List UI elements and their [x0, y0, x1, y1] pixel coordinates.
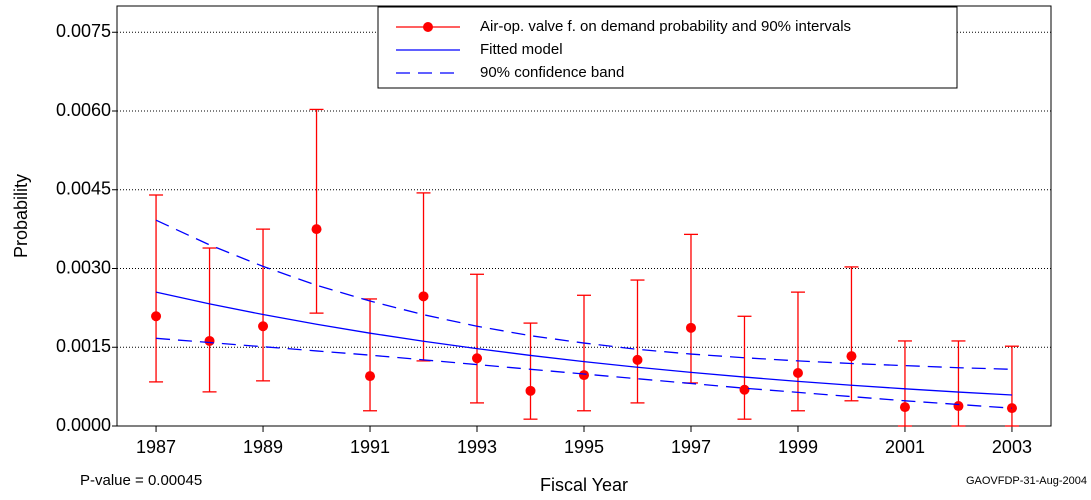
point [418, 291, 429, 302]
point [792, 367, 803, 378]
x-axis-label: Fiscal Year [540, 475, 628, 495]
point [953, 401, 964, 412]
point [899, 402, 910, 413]
p-value-note: P-value = 0.00045 [80, 472, 202, 489]
point [525, 385, 536, 396]
y-tick-label: 0.0000 [56, 415, 111, 435]
legend-label: Air-op. valve f. on demand probability a… [480, 18, 851, 35]
point [632, 354, 643, 365]
point [579, 370, 589, 381]
plot-frame [116, 5, 1052, 427]
y-tick-label: 0.0060 [56, 100, 111, 120]
point [472, 353, 483, 364]
x-tick-label: 2003 [992, 437, 1032, 457]
x-tick-label: 1987 [136, 437, 176, 457]
x-tick-label: 1999 [778, 437, 818, 457]
y-tick-label: 0.0045 [56, 179, 111, 199]
legend-marker [423, 22, 433, 32]
line-lower [155, 337, 1012, 409]
line-values [155, 291, 1012, 396]
point [151, 311, 162, 322]
point [311, 224, 322, 235]
point [739, 384, 750, 395]
line-upper [155, 219, 1012, 370]
legend-label: 90% confidence band [480, 64, 624, 81]
x-tick-label: 1993 [457, 437, 497, 457]
legend-label: Fitted model [480, 41, 563, 58]
point [204, 335, 215, 346]
legend-box [377, 6, 958, 89]
y-tick-label: 0.0030 [56, 257, 111, 277]
point [365, 371, 376, 382]
source-note: GAOVFDP-31-Aug-2004 [966, 475, 1087, 487]
point [258, 321, 269, 332]
x-tick-label: 1991 [350, 437, 390, 457]
point [846, 351, 857, 362]
x-tick-label: 1989 [243, 437, 283, 457]
y-tick-label: 0.0015 [56, 336, 111, 356]
x-tick-label: 2001 [885, 437, 925, 457]
point [685, 322, 696, 333]
x-tick-label: 1995 [564, 437, 604, 457]
x-tick-label: 1997 [671, 437, 711, 457]
y-axis-label: Probability [11, 174, 31, 258]
y-tick-label: 0.0075 [56, 21, 111, 41]
